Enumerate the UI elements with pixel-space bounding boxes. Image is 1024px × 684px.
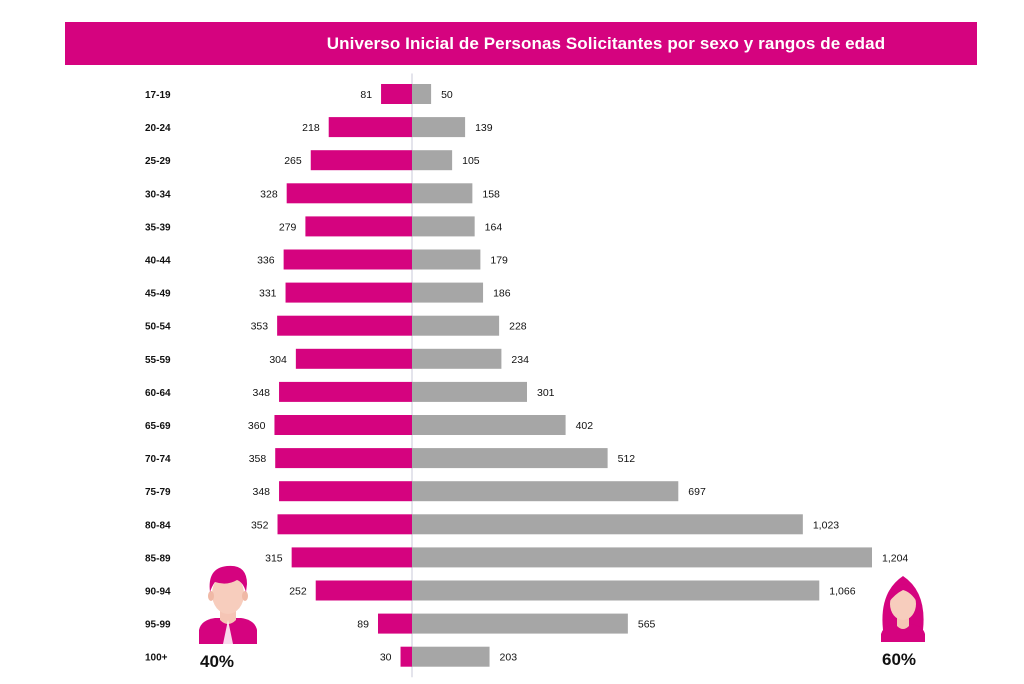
- chart-title-bar: Universo Inicial de Personas Solicitante…: [65, 22, 977, 65]
- male-bar: [274, 415, 412, 435]
- female-bar: [412, 514, 803, 535]
- female-value-label: 158: [482, 188, 500, 200]
- male-bar: [315, 580, 412, 601]
- male-bar: [310, 150, 412, 171]
- female-bar: [412, 547, 872, 568]
- male-value-label: 315: [265, 552, 283, 564]
- female-value-label: 697: [688, 486, 706, 498]
- male-bar: [328, 117, 412, 138]
- age-range-label: 100+: [145, 653, 168, 664]
- female-value-label: 402: [576, 420, 594, 432]
- age-range-label: 35-39: [145, 222, 171, 233]
- female-bar: [412, 315, 500, 336]
- female-value-label: 301: [537, 387, 555, 399]
- female-bar: [412, 415, 566, 435]
- male-value-label: 352: [251, 519, 269, 531]
- male-value-label: 252: [289, 586, 307, 598]
- female-value-label: 228: [509, 321, 527, 333]
- age-range-label: 50-54: [145, 322, 171, 333]
- female-bar: [412, 613, 628, 634]
- male-bar: [305, 216, 412, 237]
- female-percentage: 60%: [882, 650, 917, 669]
- male-value-label: 89: [357, 619, 369, 631]
- male-bar: [277, 514, 412, 535]
- age-range-label: 45-49: [145, 289, 171, 300]
- female-bar: [412, 481, 679, 502]
- male-value-label: 353: [251, 321, 269, 333]
- male-bar: [400, 646, 412, 667]
- female-value-label: 234: [511, 354, 529, 366]
- age-range-label: 75-79: [145, 487, 171, 498]
- age-range-label: 30-34: [145, 189, 171, 200]
- male-value-label: 304: [269, 354, 287, 366]
- age-range-label: 70-74: [145, 454, 171, 465]
- male-value-label: 328: [260, 188, 278, 200]
- male-value-label: 348: [253, 387, 271, 399]
- female-bar: [412, 183, 473, 204]
- female-bar: [412, 448, 608, 469]
- male-bar: [279, 481, 412, 502]
- male-bar: [377, 613, 412, 634]
- age-range-label: 55-59: [145, 355, 171, 366]
- female-value-label: 512: [618, 453, 636, 465]
- woman-avatar-icon: [877, 572, 929, 647]
- female-bar: [412, 580, 820, 601]
- female-bar: [412, 150, 453, 171]
- age-range-label: 25-29: [145, 156, 171, 167]
- age-range-label: 65-69: [145, 421, 171, 432]
- male-bar: [279, 381, 412, 402]
- female-bar: [412, 381, 527, 402]
- female-value-label: 203: [500, 652, 518, 664]
- female-value-label: 1,066: [829, 586, 855, 598]
- female-value-label: 1,204: [882, 552, 908, 564]
- age-range-label: 17-19: [145, 90, 171, 101]
- female-bar: [412, 84, 432, 104]
- age-range-label: 85-89: [145, 553, 171, 564]
- male-value-label: 348: [253, 486, 271, 498]
- male-value-label: 81: [360, 89, 372, 101]
- age-range-label: 20-24: [145, 123, 171, 134]
- age-range-label: 40-44: [145, 256, 171, 267]
- age-range-label: 90-94: [145, 587, 171, 598]
- male-percentage: 40%: [200, 652, 235, 671]
- male-value-label: 360: [248, 420, 266, 432]
- female-bar: [412, 348, 502, 369]
- age-range-label: 95-99: [145, 620, 171, 631]
- man-avatar-icon: [197, 562, 259, 649]
- male-bar: [295, 348, 412, 369]
- female-value-label: 186: [493, 288, 511, 300]
- female-value-label: 164: [485, 221, 503, 233]
- female-value-label: 139: [475, 122, 493, 134]
- male-value-label: 336: [257, 255, 275, 267]
- male-value-label: 218: [302, 122, 320, 134]
- male-bar: [283, 249, 412, 270]
- male-bar: [285, 282, 412, 303]
- female-value-label: 565: [638, 619, 656, 631]
- male-value-label: 30: [380, 652, 392, 664]
- male-bar: [277, 315, 412, 336]
- female-bar: [412, 216, 475, 237]
- male-value-label: 279: [279, 221, 297, 233]
- male-bar: [275, 448, 412, 469]
- male-value-label: 265: [284, 155, 302, 167]
- female-bar: [412, 117, 466, 138]
- female-bar: [412, 646, 490, 667]
- male-bar: [381, 84, 412, 104]
- female-value-label: 50: [441, 89, 453, 101]
- male-bar: [291, 547, 412, 568]
- male-bar: [286, 183, 412, 204]
- age-range-label: 80-84: [145, 520, 171, 531]
- female-bar: [412, 249, 481, 270]
- female-value-label: 105: [462, 155, 480, 167]
- female-value-label: 179: [490, 255, 508, 267]
- male-value-label: 331: [259, 288, 277, 300]
- female-value-label: 1,023: [813, 519, 839, 531]
- age-range-label: 60-64: [145, 388, 171, 399]
- female-bar: [412, 282, 484, 303]
- male-value-label: 358: [249, 453, 267, 465]
- chart-title: Universo Inicial de Personas Solicitante…: [326, 33, 886, 53]
